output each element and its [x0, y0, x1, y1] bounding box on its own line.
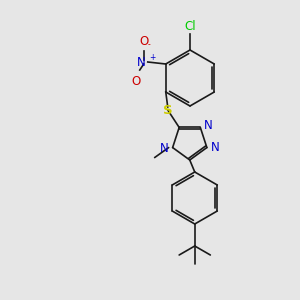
Text: S: S [163, 103, 172, 116]
Text: N: N [211, 141, 220, 154]
Text: Cl: Cl [184, 20, 196, 33]
Text: N: N [137, 56, 146, 68]
Text: N: N [204, 119, 213, 132]
Text: -: - [148, 40, 151, 50]
Text: +: + [149, 53, 155, 62]
Text: N: N [160, 142, 169, 155]
Text: O: O [131, 75, 140, 88]
Text: O: O [139, 35, 148, 48]
